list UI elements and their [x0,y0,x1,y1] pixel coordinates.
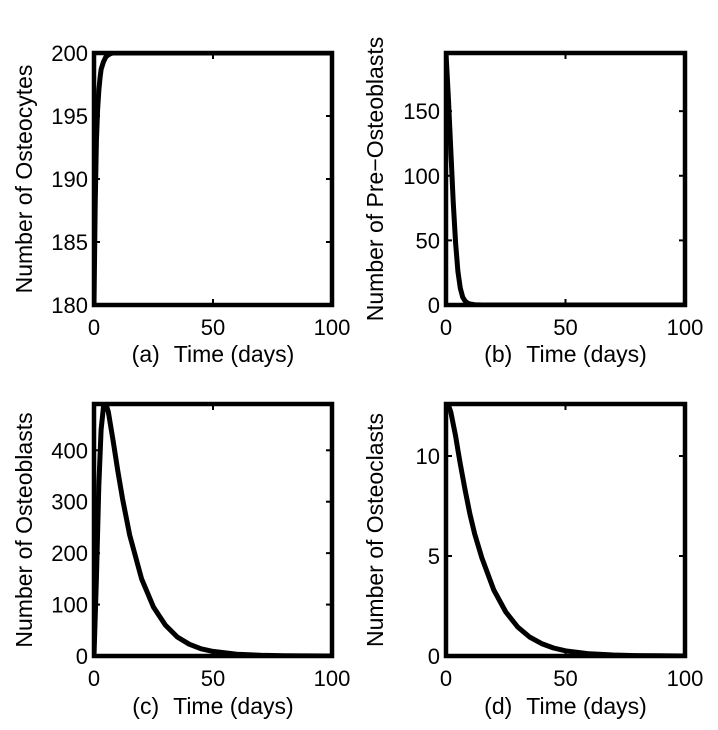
plot-frame [443,50,688,308]
y-tick-label: 200 [51,41,88,66]
x-axis-title: Time (days) [526,341,647,367]
y-tick-label: 300 [51,490,88,515]
y-tick-label: 180 [51,293,88,318]
x-axis-label: (c) Time (days) [132,693,293,719]
panel-tag: (d) [484,693,512,719]
x-axis-title: Time (days) [526,693,647,719]
y-tick-label: 150 [403,99,440,124]
y-tick-label: 10 [416,444,440,469]
series-line [94,404,332,656]
x-axis-title: Time (days) [174,341,295,367]
panel-tag: (a) [132,341,160,367]
x-tick-label: 100 [667,666,704,691]
y-tick-label: 195 [51,104,88,129]
y-tick-label: 190 [51,167,88,192]
x-tick-label: 50 [553,666,577,691]
series-line [446,53,685,305]
panel-b: 0 50 100 0 50 100 150 (b) Time (days) Number of P… [362,37,703,367]
x-tick-label: 0 [440,315,452,340]
x-tick-label: 0 [88,315,100,340]
y-axis-label: Number of Osteoblasts [11,412,37,647]
panel-tag: (b) [484,341,512,367]
x-tick-label: 100 [314,315,351,340]
y-tick-label: 0 [428,644,440,669]
x-axis-label: (a) Time (days) [132,341,295,367]
x-axis-label: (d) Time (days) [484,693,647,719]
y-tick-label: 400 [51,438,88,463]
x-tick-label: 50 [201,666,225,691]
plot-frame [443,401,688,659]
y-tick-label: 200 [51,541,88,566]
panel-c: 0 50 100 0 100 200 300 400 (c) Time (days) Number … [11,401,351,719]
x-axis-label: (b) Time (days) [484,341,647,367]
y-tick-label: 0 [428,293,440,318]
y-tick-label: 0 [76,644,88,669]
x-tick-label: 50 [201,315,225,340]
x-tick-label: 0 [88,666,100,691]
y-tick-label: 185 [51,230,88,255]
series-line [446,404,685,656]
x-tick-label: 100 [314,666,351,691]
y-tick-label: 50 [416,228,440,253]
x-tick-label: 100 [667,315,704,340]
y-axis-label: Number of Pre−Osteoblasts [362,37,388,321]
series-line [94,53,332,305]
plot-frame [91,50,335,308]
y-tick-label: 5 [428,544,440,569]
y-tick-label: 100 [51,593,88,618]
x-tick-label: 0 [440,666,452,691]
y-axis-label: Number of Osteocytes [11,65,37,294]
panel-tag: (c) [132,693,159,719]
plot-frame [91,401,335,659]
y-tick-label: 100 [403,164,440,189]
panel-d: 0 50 100 0 5 10 (d) Time (days) Number of Osteoc… [362,401,704,719]
x-axis-title: Time (days) [173,693,294,719]
y-axis-label: Number of Osteoclasts [362,413,388,647]
panel-a: 0 50 100 180 185 190 195 200 (a) Time (days) Numbe… [11,41,350,367]
x-tick-label: 50 [553,315,577,340]
